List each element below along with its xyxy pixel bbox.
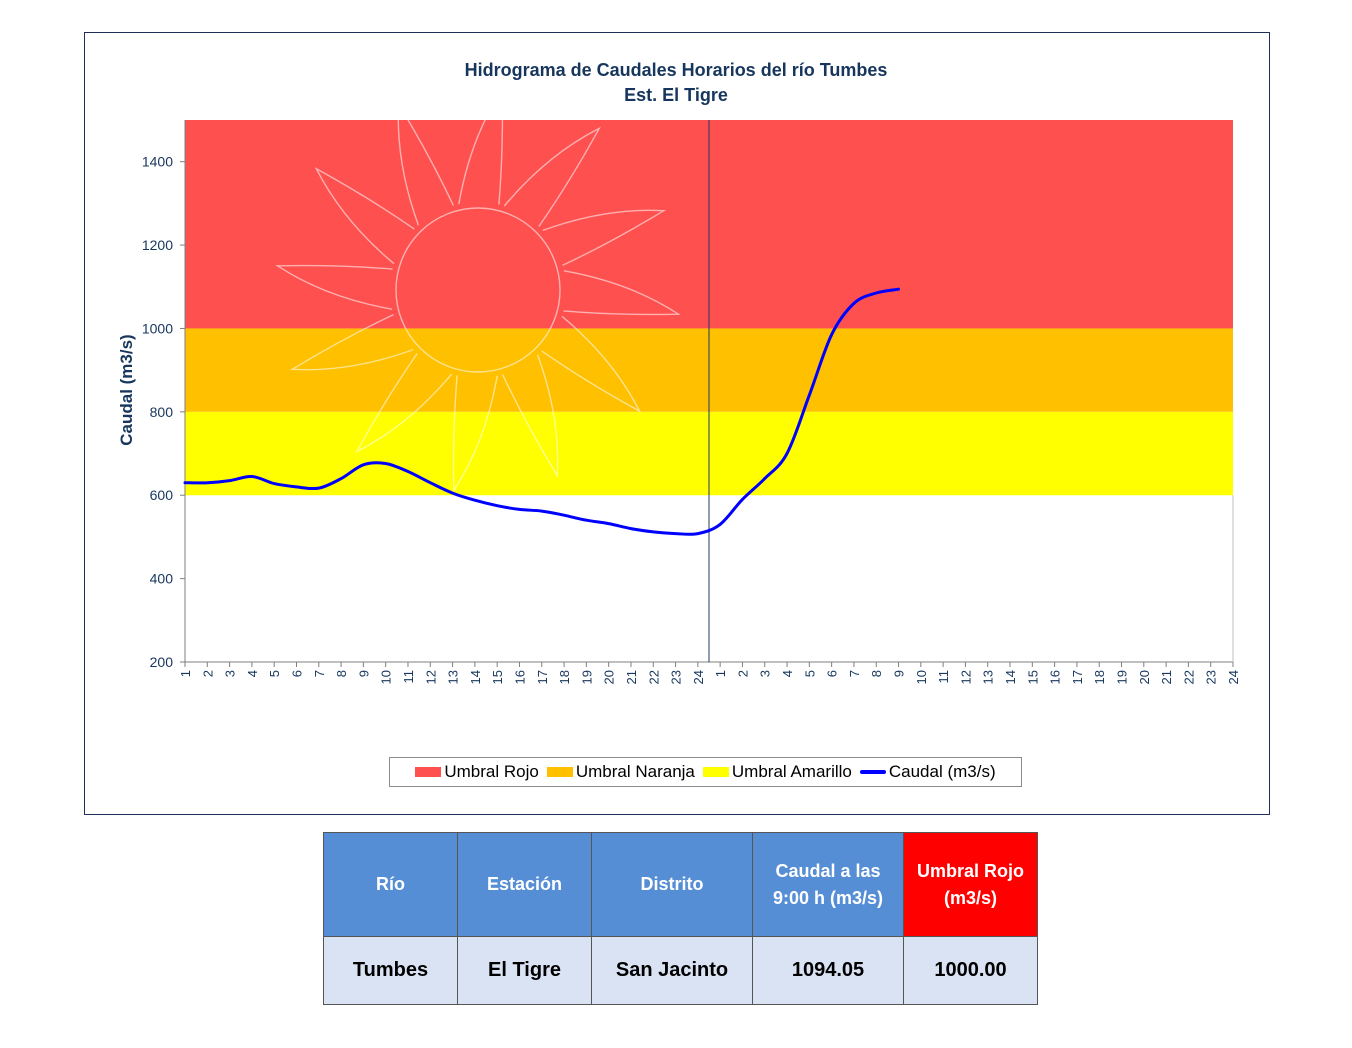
legend-item-caudal: Caudal (m3/s)	[859, 762, 996, 782]
x-tick-label: 13	[981, 670, 996, 684]
x-tick-label: 20	[602, 670, 617, 684]
x-tick-label: 8	[334, 670, 349, 677]
x-tick-label: 12	[423, 670, 438, 684]
legend-label: Umbral Naranja	[575, 762, 695, 781]
x-tick-label: 21	[1159, 670, 1174, 684]
legend-swatch-orange	[546, 767, 573, 777]
table-row: Tumbes El Tigre San Jacinto 1094.05 1000…	[323, 936, 1038, 1005]
legend-label: Umbral Amarillo	[731, 762, 852, 781]
x-tick-label: 23	[1204, 670, 1219, 684]
header-estacion: Estación	[457, 832, 592, 937]
summary-table: Río Estación Distrito Caudal a las 9:00 …	[323, 832, 1038, 1005]
x-tick-label: 18	[557, 670, 572, 684]
x-tick-label: 5	[802, 670, 817, 677]
x-tick-label: 15	[490, 670, 505, 684]
x-tick-label: 15	[1025, 670, 1040, 684]
y-tick-label: 600	[150, 487, 174, 503]
x-tick-label: 22	[1181, 670, 1196, 684]
legend-swatch-red	[415, 767, 442, 777]
cell-caudal: 1094.05	[752, 936, 904, 1005]
chart-legend: Umbral Rojo Umbral Naranja Umbral Amaril…	[389, 757, 1022, 787]
y-axis-label: Caudal (m3/s)	[117, 334, 136, 445]
x-tick-label: 4	[245, 670, 260, 677]
y-tick-label: 400	[150, 571, 174, 587]
x-tick-label: 14	[468, 670, 483, 684]
header-umbral-rojo: Umbral Rojo (m3/s)	[903, 832, 1038, 937]
x-tick-label: 2	[735, 670, 750, 677]
x-tick-label: 10	[379, 670, 394, 684]
x-tick-label: 17	[535, 670, 550, 684]
x-tick-label: 18	[1092, 670, 1107, 684]
legend-item-umbral-rojo: Umbral Rojo	[415, 762, 539, 782]
legend-label: Caudal (m3/s)	[888, 762, 996, 781]
x-tick-label: 3	[223, 670, 238, 677]
cell-umbral-rojo: 1000.00	[903, 936, 1038, 1005]
x-tick-label: 7	[312, 670, 327, 677]
x-tick-label: 2	[200, 670, 215, 677]
header-caudal: Caudal a las 9:00 h (m3/s)	[752, 832, 904, 937]
cell-rio: Tumbes	[323, 936, 458, 1005]
x-tick-label: 11	[936, 670, 951, 684]
y-tick-label: 1000	[142, 320, 173, 336]
y-tick-label: 1400	[142, 154, 173, 170]
x-tick-label: 5	[267, 670, 282, 677]
table-header-row: Río Estación Distrito Caudal a las 9:00 …	[323, 832, 1038, 937]
y-tick-label: 200	[150, 654, 174, 670]
x-tick-label: 6	[825, 670, 840, 677]
legend-swatch-line	[859, 770, 886, 774]
cell-distrito: San Jacinto	[591, 936, 753, 1005]
x-tick-label: 8	[869, 670, 884, 677]
header-rio: Río	[323, 832, 458, 937]
x-tick-label: 7	[847, 670, 862, 677]
x-tick-label: 13	[446, 670, 461, 684]
x-tick-label: 19	[579, 670, 594, 684]
x-tick-label: 20	[1137, 670, 1152, 684]
x-tick-label: 1	[178, 670, 193, 677]
x-tick-label: 14	[1003, 670, 1018, 684]
x-tick-label: 1	[713, 670, 728, 677]
x-tick-label: 21	[624, 670, 639, 684]
x-tick-label: 12	[958, 670, 973, 684]
series-line-caudal	[183, 287, 900, 536]
sun-watermark-icon	[275, 87, 681, 493]
x-tick-label: 6	[289, 670, 304, 677]
x-tick-label: 4	[780, 670, 795, 677]
y-tick-label: 1200	[142, 237, 173, 253]
legend-item-umbral-amarillo: Umbral Amarillo	[702, 762, 852, 782]
x-tick-label: 19	[1115, 670, 1130, 684]
legend-swatch-yellow	[702, 767, 729, 777]
x-tick-label: 9	[356, 670, 371, 677]
chart-subtitle: Est. El Tigre	[624, 85, 728, 105]
x-tick-label: 3	[758, 670, 773, 677]
cell-estacion: El Tigre	[457, 936, 592, 1005]
x-tick-label: 23	[669, 670, 684, 684]
chart-title: Hidrograma de Caudales Horarios del río …	[464, 60, 888, 80]
x-tick-label: 17	[1070, 670, 1085, 684]
header-distrito: Distrito	[591, 832, 753, 937]
x-tick-label: 24	[1226, 670, 1241, 684]
x-tick-label: 10	[914, 670, 929, 684]
x-tick-label: 9	[892, 670, 907, 677]
y-tick-label: 800	[150, 404, 174, 420]
legend-item-umbral-naranja: Umbral Naranja	[546, 762, 695, 782]
x-tick-label: 16	[512, 670, 527, 684]
x-tick-label: 22	[646, 670, 661, 684]
x-tick-label: 11	[401, 670, 416, 684]
legend-label: Umbral Rojo	[444, 762, 539, 781]
x-tick-label: 24	[691, 670, 706, 684]
x-tick-label: 16	[1048, 670, 1063, 684]
